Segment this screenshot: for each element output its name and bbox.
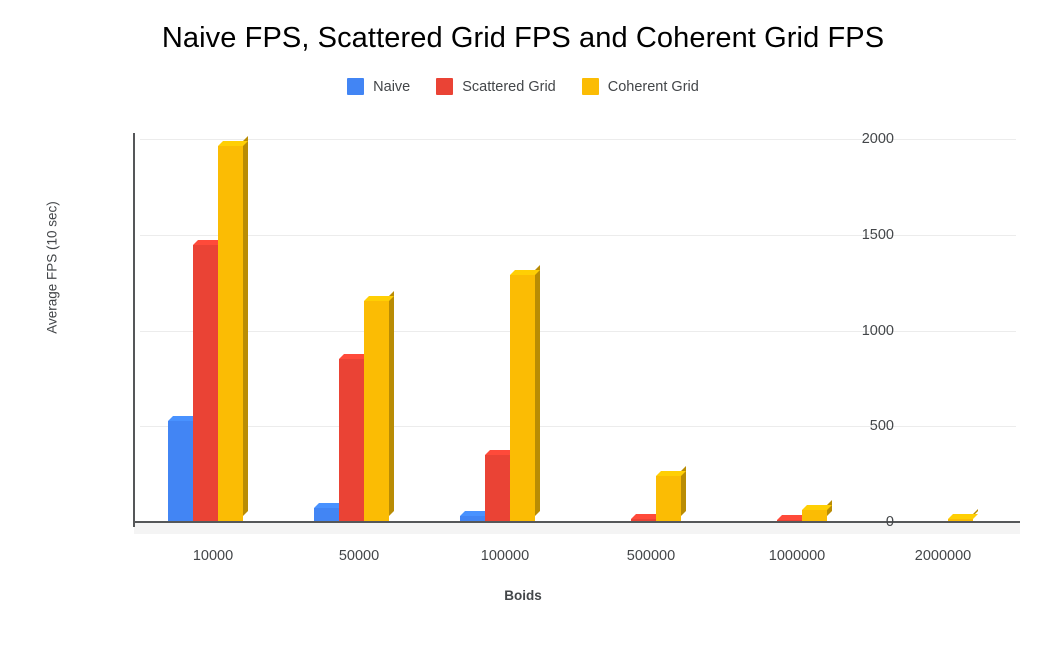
bar-coherent-grid-2000000[interactable] [947, 509, 978, 521]
bar-front-face [509, 274, 535, 521]
x-axis-tick-label: 50000 [338, 548, 380, 564]
y-axis-tick-label: 1000 [861, 322, 894, 339]
bar-side-face [534, 264, 540, 516]
y-axis-tick-label: 500 [869, 418, 894, 435]
bar-naive-10000[interactable] [167, 411, 198, 521]
bar-front-face [217, 145, 243, 521]
bar-front-face [776, 520, 802, 521]
bar-front-face [363, 300, 389, 521]
bar-naive-100000[interactable] [459, 506, 490, 521]
x-axis-tick-label: 500000 [626, 548, 676, 564]
legend-item[interactable]: Scattered Grid [436, 78, 556, 95]
legend-swatch-coherent-grid-icon [581, 78, 599, 95]
plot-floor [134, 523, 1020, 534]
bar-side-face [388, 290, 394, 516]
bar-coherent-grid-50000[interactable] [363, 290, 394, 521]
legend-item-label: Naive [373, 78, 411, 95]
bar-scattered-grid-50000[interactable] [338, 349, 369, 521]
bar-coherent-grid-10000[interactable] [217, 135, 248, 521]
bar-front-face [630, 519, 656, 521]
gridline [140, 234, 1016, 236]
bar-front-face [947, 519, 973, 521]
x-axis-title: Boids [504, 588, 542, 603]
bar-coherent-grid-100000[interactable] [509, 264, 540, 521]
bar-coherent-grid-1000000[interactable] [801, 500, 832, 521]
x-axis-tick-label: 1000000 [768, 548, 826, 564]
bar-front-face [655, 476, 681, 521]
bar-scattered-grid-500000[interactable] [630, 509, 661, 521]
y-axis-line [133, 133, 135, 527]
bar-naive-50000[interactable] [313, 497, 344, 521]
bar-top-face [217, 140, 248, 146]
chart-title: Naive FPS, Scattered Grid FPS and Cohere… [161, 22, 885, 54]
legend-swatch-naive-icon [347, 78, 365, 95]
bar-front-face [801, 510, 827, 521]
x-axis-line [134, 521, 1020, 523]
y-axis-tick-label: 2000 [861, 131, 894, 147]
bar-front-face [192, 245, 218, 521]
x-axis-tick-label: 10000 [192, 548, 234, 564]
y-axis-tick-label: 1500 [861, 226, 894, 243]
legend-item[interactable]: Naive [347, 78, 410, 95]
bar-side-face [242, 135, 248, 516]
legend-item[interactable]: Coherent Grid [581, 78, 699, 95]
gridline [140, 139, 1016, 140]
bar-top-face [947, 514, 978, 520]
gridline [140, 426, 1016, 428]
bar-top-face [363, 295, 394, 301]
y-axis-title: Average FPS (10 sec) [44, 201, 60, 334]
bar-top-face [655, 471, 686, 476]
x-axis-tick-label: 100000 [480, 548, 530, 564]
bar-front-face [338, 359, 364, 521]
bar-scattered-grid-10000[interactable] [192, 235, 223, 521]
bar-scattered-grid-1000000[interactable] [776, 510, 807, 521]
bar-front-face [167, 421, 193, 521]
bar-top-face [509, 269, 540, 275]
bar-coherent-grid-500000[interactable] [655, 466, 686, 521]
bar-top-face [801, 505, 832, 511]
bar-scattered-grid-100000[interactable] [484, 444, 515, 521]
legend-swatch-scattered-grid-icon [436, 78, 454, 95]
bar-front-face [484, 454, 510, 521]
chart-legend: Naive Scattered Grid Coherent Grid [0, 78, 1046, 95]
legend-item-label: Scattered Grid [462, 78, 556, 95]
y-axis-tick-label: 0 [885, 514, 894, 530]
legend-item-label: Coherent Grid [607, 78, 699, 95]
gridline [140, 330, 1016, 332]
bar-front-face [459, 516, 485, 521]
bar-front-face [313, 507, 339, 521]
plot-area [133, 133, 1020, 534]
x-axis-tick-label: 2000000 [914, 548, 972, 564]
